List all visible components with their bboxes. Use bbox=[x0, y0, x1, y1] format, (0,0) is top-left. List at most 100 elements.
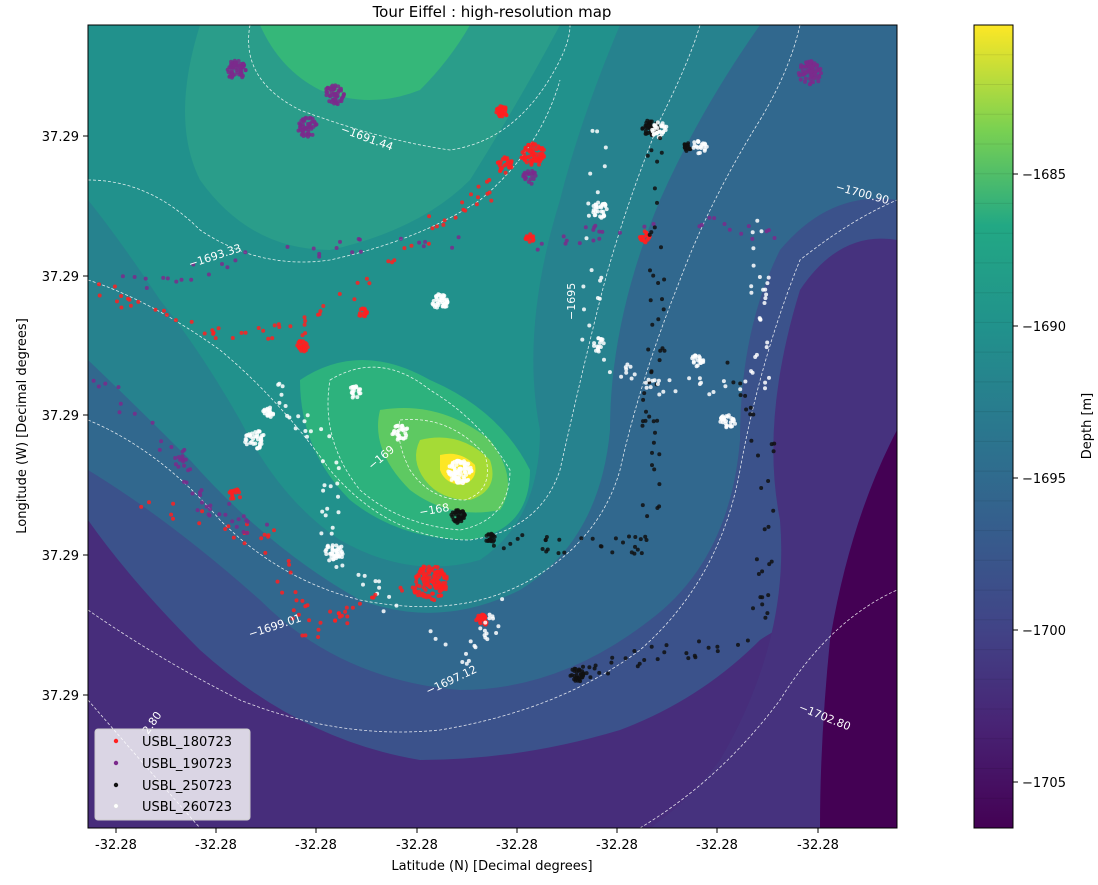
usbl-point bbox=[467, 469, 472, 474]
usbl-point bbox=[478, 626, 483, 631]
usbl-point bbox=[540, 547, 545, 551]
usbl-point bbox=[288, 570, 293, 575]
usbl-point bbox=[748, 405, 753, 410]
usbl-point bbox=[633, 544, 637, 549]
usbl-point bbox=[277, 325, 282, 329]
usbl-point bbox=[208, 503, 213, 508]
usbl-point bbox=[619, 374, 624, 379]
usbl-point bbox=[439, 296, 444, 301]
usbl-point bbox=[556, 551, 561, 556]
usbl-point bbox=[801, 72, 806, 77]
usbl-point bbox=[325, 543, 330, 548]
usbl-point bbox=[655, 657, 660, 662]
usbl-point bbox=[647, 414, 652, 419]
legend-marker bbox=[113, 760, 119, 766]
usbl-point bbox=[693, 353, 698, 358]
usbl-point bbox=[808, 59, 813, 64]
usbl-point bbox=[684, 148, 689, 153]
usbl-point bbox=[757, 316, 762, 321]
usbl-point bbox=[800, 68, 805, 73]
usbl-point bbox=[427, 214, 432, 219]
usbl-point bbox=[534, 147, 539, 152]
usbl-point bbox=[319, 427, 324, 432]
usbl-point bbox=[803, 64, 808, 69]
usbl-point bbox=[468, 465, 473, 470]
usbl-point bbox=[657, 392, 662, 397]
usbl-point bbox=[635, 664, 640, 669]
usbl-point bbox=[438, 588, 443, 593]
usbl-point bbox=[173, 318, 178, 323]
usbl-point bbox=[358, 391, 363, 396]
usbl-point bbox=[561, 234, 566, 239]
usbl-point bbox=[538, 146, 543, 151]
usbl-point bbox=[673, 389, 678, 394]
usbl-point bbox=[498, 166, 503, 171]
usbl-point bbox=[271, 412, 275, 417]
usbl-point bbox=[563, 241, 568, 246]
usbl-point bbox=[119, 305, 124, 310]
usbl-point bbox=[217, 512, 222, 517]
usbl-point bbox=[651, 222, 656, 226]
usbl-point bbox=[293, 590, 298, 595]
usbl-point bbox=[312, 119, 317, 124]
usbl-point bbox=[527, 239, 532, 244]
usbl-point bbox=[340, 563, 345, 568]
usbl-point bbox=[318, 620, 323, 625]
usbl-point bbox=[301, 134, 306, 138]
usbl-point bbox=[316, 635, 321, 639]
usbl-point bbox=[239, 72, 244, 77]
usbl-point bbox=[738, 393, 743, 398]
usbl-point bbox=[697, 150, 702, 155]
usbl-point bbox=[603, 145, 608, 150]
usbl-point bbox=[719, 417, 724, 421]
usbl-point bbox=[350, 605, 355, 610]
usbl-point bbox=[463, 470, 468, 475]
usbl-point bbox=[642, 391, 647, 396]
usbl-point bbox=[303, 429, 308, 433]
usbl-point bbox=[234, 524, 239, 529]
y-axis-label: Longitude (W) [Decimal degrees] bbox=[15, 318, 30, 534]
usbl-point bbox=[764, 345, 769, 350]
usbl-point bbox=[731, 380, 736, 385]
usbl-point bbox=[237, 64, 242, 69]
usbl-point bbox=[396, 423, 401, 428]
usbl-point bbox=[182, 463, 187, 468]
usbl-point bbox=[509, 159, 514, 164]
usbl-point bbox=[650, 129, 655, 134]
usbl-point bbox=[223, 527, 228, 531]
usbl-point bbox=[460, 200, 465, 205]
usbl-point bbox=[436, 594, 441, 598]
usbl-point bbox=[468, 639, 473, 644]
usbl-point bbox=[767, 562, 772, 567]
usbl-point bbox=[652, 225, 657, 230]
usbl-point bbox=[600, 229, 605, 234]
usbl-point bbox=[769, 559, 774, 564]
usbl-point bbox=[544, 549, 549, 554]
usbl-point bbox=[432, 574, 437, 579]
usbl-point bbox=[226, 524, 231, 529]
usbl-point bbox=[701, 358, 706, 363]
usbl-point bbox=[691, 360, 696, 365]
usbl-point bbox=[500, 114, 505, 119]
usbl-point bbox=[443, 587, 448, 592]
usbl-point bbox=[743, 379, 748, 384]
usbl-point bbox=[648, 268, 652, 273]
usbl-point bbox=[505, 156, 510, 161]
usbl-point bbox=[317, 312, 322, 317]
usbl-point bbox=[640, 503, 645, 508]
usbl-point bbox=[305, 434, 309, 439]
usbl-point bbox=[197, 521, 202, 526]
usbl-point bbox=[452, 510, 457, 515]
usbl-point bbox=[410, 585, 415, 590]
usbl-point bbox=[169, 445, 174, 449]
usbl-point bbox=[426, 593, 431, 598]
usbl-point bbox=[656, 317, 661, 322]
usbl-point bbox=[662, 277, 667, 282]
usbl-point bbox=[426, 241, 431, 246]
usbl-point bbox=[754, 352, 759, 357]
usbl-point bbox=[286, 559, 291, 563]
usbl-point bbox=[539, 241, 544, 246]
usbl-point bbox=[519, 155, 524, 160]
usbl-point bbox=[302, 315, 307, 320]
usbl-point bbox=[459, 466, 464, 471]
